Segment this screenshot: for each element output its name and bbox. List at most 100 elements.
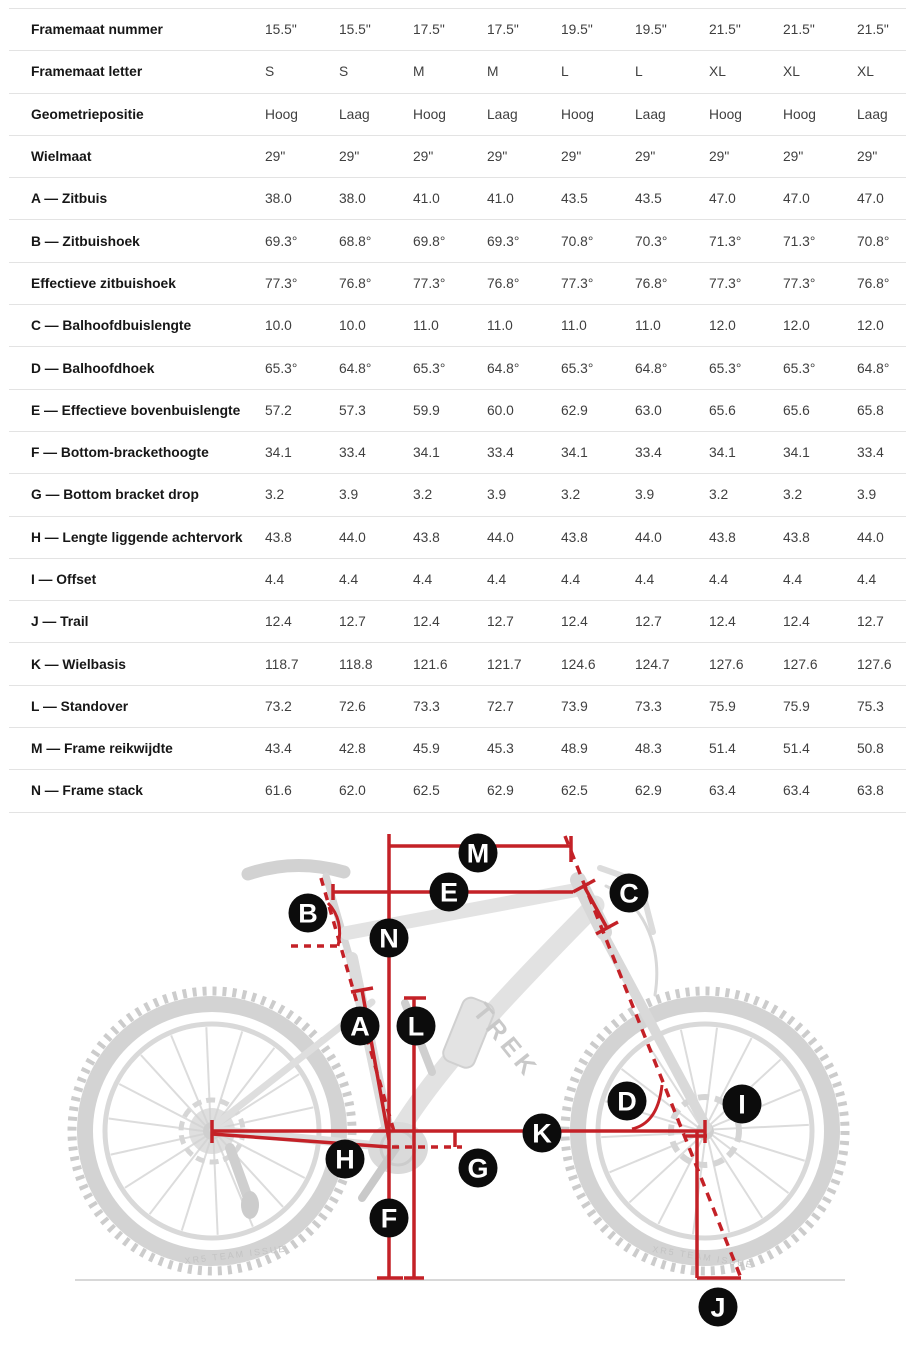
- row-value: 127.6: [709, 656, 744, 672]
- row-value: 127.6: [857, 656, 892, 672]
- row-value: 62.9: [561, 402, 588, 418]
- spoke: [707, 1037, 753, 1123]
- spoke: [108, 1117, 204, 1132]
- spoke: [118, 1083, 205, 1129]
- row-value: 43.8: [783, 529, 810, 545]
- row-value: 3.2: [783, 487, 803, 503]
- row-label: Framemaat nummer: [31, 22, 163, 38]
- row-value: 65.3°: [561, 360, 594, 376]
- marker-circle: [288, 893, 328, 933]
- row-value: 70.8°: [857, 233, 890, 249]
- row-value: 69.3°: [265, 233, 298, 249]
- marker-letter: F: [381, 1204, 398, 1234]
- marker-circle: [722, 1084, 762, 1124]
- marker-F: F: [369, 1198, 409, 1238]
- table-row: Wielmaat 29" 29" 29" 29" 29" 29" 29" 29" 29": [9, 136, 906, 179]
- row-value: 51.4: [783, 741, 810, 757]
- marker-M: M: [458, 833, 498, 873]
- row-label: C — Balhoofdbuislengte: [31, 318, 192, 334]
- marker-A: A: [340, 1006, 380, 1046]
- row-label: Wielmaat: [31, 149, 92, 165]
- row-value: XL: [857, 64, 874, 80]
- row-value: 75.9: [783, 698, 810, 714]
- marker-B: B: [288, 893, 328, 933]
- row-label: H — Lengte liggende achtervork: [31, 529, 243, 545]
- row-value: 77.3°: [783, 275, 816, 291]
- row-value: 61.6: [265, 783, 292, 799]
- marker-N: N: [369, 918, 409, 958]
- row-value: 59.9: [413, 402, 440, 418]
- row-value: 64.8°: [487, 360, 520, 376]
- marker-letter: I: [738, 1090, 746, 1120]
- row-label: Framemaat letter: [31, 64, 143, 80]
- row-value: 69.8°: [413, 233, 446, 249]
- row-value: 4.4: [339, 572, 359, 587]
- row-value: 73.2: [265, 698, 292, 714]
- spoke: [218, 1073, 300, 1127]
- marker-letter: E: [440, 878, 458, 908]
- marker-I: I: [722, 1084, 762, 1124]
- marker-letter: A: [350, 1012, 370, 1042]
- row-value: 11.0: [487, 318, 513, 334]
- row-value: 77.3°: [709, 275, 742, 291]
- row-value: 50.8: [857, 741, 884, 757]
- marker-circle: [369, 1198, 409, 1238]
- spoke: [110, 1133, 204, 1156]
- row-label: F — Bottom-brackethoogte: [31, 445, 209, 461]
- table-row: Effectieve zitbuishoek 77.3° 76.8° 77.3° 76.…: [9, 263, 906, 306]
- row-value: 48.3: [635, 741, 662, 757]
- row-value: 34.1: [561, 445, 588, 461]
- row-label: L — Standover: [31, 698, 129, 714]
- marker-E: E: [429, 872, 469, 912]
- row-value: 44.0: [635, 529, 662, 545]
- row-value: 4.4: [635, 572, 655, 587]
- row-value: Hoog: [265, 106, 298, 122]
- row-value: 15.5": [265, 22, 297, 38]
- row-label: M — Frame reikwijdte: [31, 741, 173, 757]
- row-value: Hoog: [709, 106, 742, 122]
- spoke: [601, 1131, 697, 1139]
- spoke: [219, 1133, 306, 1179]
- table-row: F — Bottom-brackethoogte 34.1 33.4 34.1 33.4…: [9, 432, 906, 475]
- row-value: 124.7: [635, 656, 670, 672]
- row-value: 57.2: [265, 402, 292, 418]
- row-value: 43.5: [635, 191, 662, 207]
- marker-letter: B: [298, 899, 318, 929]
- row-value: 12.4: [709, 614, 736, 630]
- row-value: 65.3°: [413, 360, 446, 376]
- row-value: 34.1: [709, 445, 736, 461]
- marker-letter: C: [619, 879, 639, 909]
- row-value: 63.4: [783, 783, 810, 799]
- row-value: 48.9: [561, 741, 588, 757]
- row-value: 38.0: [265, 191, 292, 207]
- row-value: 4.4: [265, 572, 285, 587]
- table-row: Framemaat letter S S M M L L XL XL XL: [9, 51, 906, 94]
- table-row: E — Effectieve bovenbuislengte 57.2 57.3 59…: [9, 390, 906, 432]
- row-value: 62.5: [561, 783, 588, 799]
- row-value: 47.0: [709, 191, 736, 207]
- row-value: 76.8°: [635, 275, 668, 291]
- row-value: 75.9: [709, 698, 736, 714]
- table-row: I — Offset 4.4 4.4 4.4 4.4 4.4 4.4 4.4 4.4 4.4: [9, 559, 906, 602]
- row-value: 11.0: [635, 318, 661, 334]
- table-row: K — Wielbasis 118.7 118.8 121.6 121.7 124.6 12…: [9, 643, 906, 686]
- row-value: 63.4: [709, 783, 736, 799]
- row-value: 76.8°: [339, 275, 372, 291]
- spoke: [220, 1106, 314, 1129]
- row-value: 73.3: [635, 698, 662, 714]
- row-value: 44.0: [857, 529, 884, 545]
- row-value: 10.0: [339, 318, 366, 334]
- row-value: 11.0: [561, 318, 587, 334]
- row-value: 4.4: [413, 572, 433, 587]
- row-value: 65.3°: [265, 360, 298, 376]
- row-label: N — Frame stack: [31, 783, 143, 799]
- row-value: 43.4: [265, 741, 292, 757]
- spoke: [212, 1139, 219, 1235]
- row-value: 3.2: [413, 487, 433, 503]
- row-value: 43.5: [561, 191, 588, 207]
- row-value: 4.4: [709, 572, 729, 587]
- row-value: XL: [709, 64, 726, 80]
- row-value: 65.6: [709, 402, 736, 418]
- row-value: 34.1: [783, 445, 810, 461]
